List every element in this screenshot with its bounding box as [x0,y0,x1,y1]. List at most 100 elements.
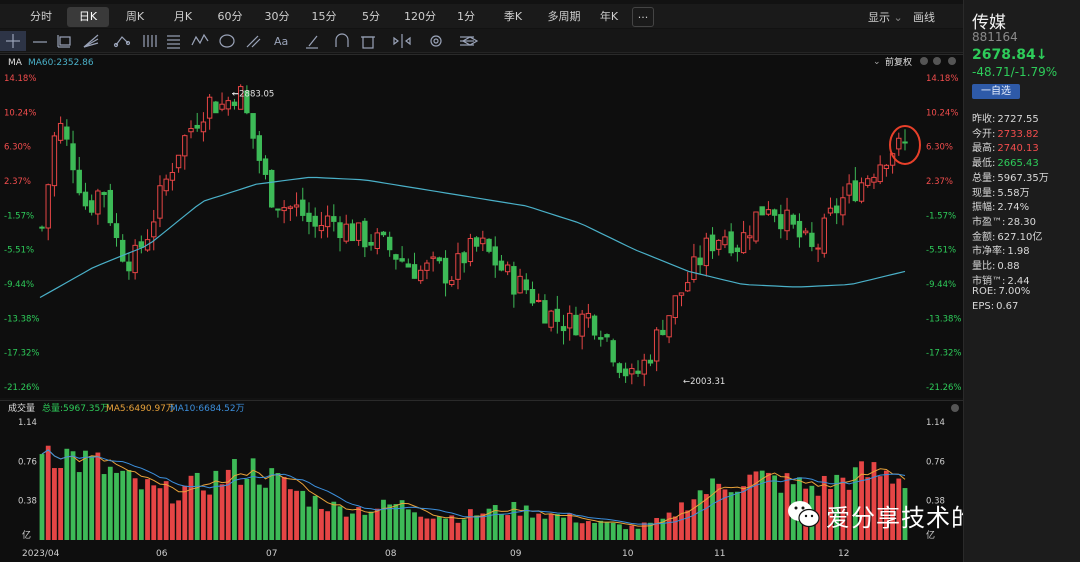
candle-body [765,209,772,215]
ray-tool-icon[interactable] [57,35,71,48]
candle-body [312,215,318,227]
candle-body [138,241,145,248]
add-watchlist-button[interactable]: 一自选 [972,84,1020,99]
volume-bar [511,501,517,540]
wave-tool-icon[interactable] [191,33,209,46]
candle-body [753,211,759,242]
volume-bar [157,488,163,540]
highlight-circle [889,124,921,165]
pen-tool-icon[interactable] [306,35,318,49]
parallel-tool-icon[interactable] [143,35,157,47]
price-panel-bg [0,54,963,398]
tab-multi-period[interactable]: 多周期 [547,10,581,23]
layers-icon[interactable] [461,36,479,46]
candle-body [796,220,803,238]
stat-label: 市净率: [972,246,1006,258]
volume-bar [83,450,88,540]
candle-body [554,308,561,322]
quote-sidebar: 传媒 881164 2678.84↓ -48.71/-1.79% 一自选 昨收:… [963,0,1080,562]
tab-yearly-k[interactable]: 年K [599,10,619,23]
adjust-label: 前复权 [885,56,912,68]
stat-value: 2.74% [997,202,1030,214]
volume-bar [275,473,281,540]
tab-1min[interactable]: 1分 [457,10,475,23]
candle-body [660,329,666,336]
candle-body [815,247,821,250]
volume-bar [343,516,349,540]
volume-bar [703,494,709,540]
trash-icon[interactable] [361,36,375,49]
chart-area: 分时 日K 周K 月K 60分 30分 15分 5分 120分 1分 季K 多周… [0,4,1025,562]
x-axis-label: 09 [510,549,522,559]
volume-bar [859,461,864,540]
candle-body [784,209,790,232]
tab-monthly-k[interactable]: 月K [173,10,193,23]
text-tool-icon[interactable]: Aa [274,35,288,48]
candle-body [399,258,405,262]
volume-bar [896,478,902,540]
volume-bar [561,517,566,540]
magnet-icon[interactable] [335,33,349,47]
candle-body [759,206,765,216]
candle-body [902,141,908,144]
tab-15min[interactable]: 15分 [311,10,337,23]
tab-quarterly-k[interactable]: 季K [503,10,523,23]
candle-body [877,164,883,183]
stat-row: 市盈™: 28.30 [972,213,1036,228]
stat-row: EPS: 0.67 [972,301,1018,312]
stat-row: 量比: 0.88 [972,257,1020,272]
volume-bar [350,513,355,540]
candle-body [107,189,113,224]
candle-body [641,359,647,375]
candle-body [722,236,728,246]
tab-60min[interactable]: 60分 [217,10,243,23]
pitchfork-tool-icon[interactable] [246,35,261,48]
y-axis-label-left: 6.30% [4,143,31,153]
candle-body [865,178,871,186]
tab-120min[interactable]: 120分 [404,10,436,23]
candle-body [455,253,461,280]
gear-icon [951,404,959,412]
y-axis-label-right: 2.37% [926,177,953,187]
tab-30min[interactable]: 30分 [264,10,290,23]
zoom-out-icon [933,57,941,65]
volume-bar [263,487,268,540]
crosshair-icon[interactable] [6,34,20,48]
tab-weekly-k[interactable]: 周K [125,10,145,23]
period-tab-bar: 分时 日K 周K 月K 60分 30分 15分 5分 120分 1分 季K 多周… [0,4,963,28]
candle-body [126,261,132,272]
y-axis-label-right: -17.32% [926,349,961,359]
volume-bar [467,509,473,540]
volume-bar [865,477,871,540]
volume-bar [126,470,132,540]
flip-icon[interactable] [393,34,411,48]
volume-bar [362,514,368,540]
candle-body [424,262,430,271]
stat-row: 金额: 627.10亿 [972,228,1042,243]
cycle-tool-icon[interactable] [219,34,235,48]
candle-body [834,205,840,214]
pattern-tool-icon[interactable] [113,36,131,48]
tab-intraday[interactable]: 分时 [30,10,52,23]
more-periods-button[interactable]: ··· [632,7,654,27]
fan-tool-icon[interactable] [83,34,99,48]
volume-bar [356,507,362,540]
candle-body [480,237,486,245]
volume-bar [238,484,244,540]
price-panel: MA MA60:2352.86 前复权 ⌄ 14.18% 14.18% 10.24% 10.2… [0,54,963,398]
tab-daily-k[interactable]: 日K [67,7,109,27]
gear-icon[interactable] [430,35,442,47]
candle-body [337,222,343,239]
tab-5min[interactable]: 5分 [362,10,380,23]
kline-chart[interactable]: MA MA60:2352.86 前复权 ⌄ 14.18% 14.18% 10.24% 10.2… [0,54,963,562]
candle-body [486,238,492,252]
candle-body [684,282,691,292]
display-menu[interactable]: 显示 ⌄ [868,8,903,28]
drawing-button[interactable]: 画线 [913,11,935,24]
candle-body [771,209,778,216]
candle-body [598,337,604,340]
fib-tool-icon[interactable] [167,35,180,49]
candle-body [716,239,722,250]
x-axis-label: 11 [714,549,725,559]
y-axis-label-right: -9.44% [926,280,956,290]
